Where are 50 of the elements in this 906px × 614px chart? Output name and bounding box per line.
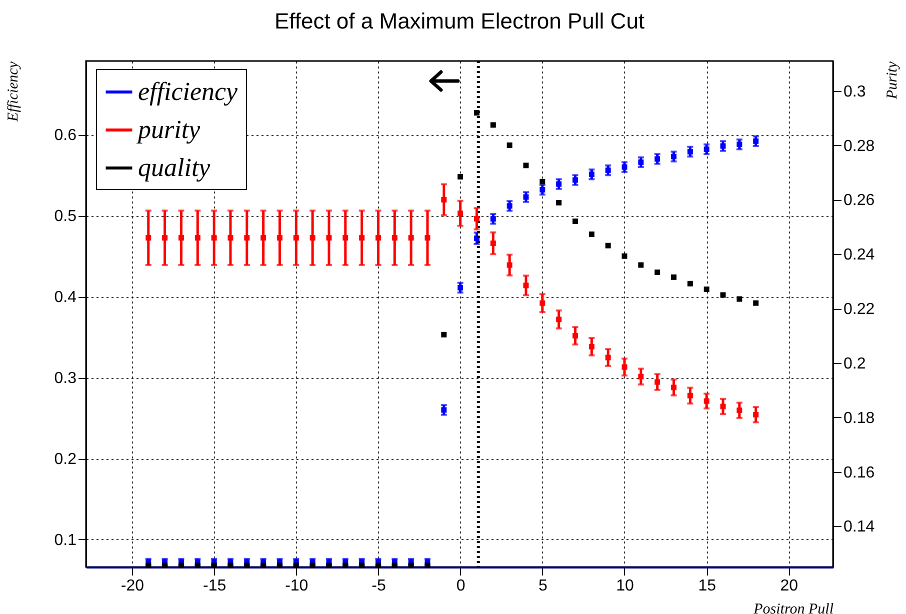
- point: [441, 332, 447, 338]
- point: [588, 232, 594, 237]
- x-tick-label: -20: [120, 578, 144, 594]
- point: [572, 218, 578, 224]
- y-tick-label: 0.4: [54, 289, 77, 306]
- x-axis-title: Positron Pull: [752, 602, 834, 614]
- y2-tick-label: 0.16: [844, 464, 875, 482]
- x-tick-label: -15: [202, 578, 226, 594]
- y-tick-label: 0.5: [54, 208, 77, 226]
- point: [490, 122, 496, 128]
- x-tick-label: 0: [456, 578, 466, 594]
- x-tick-label: -5: [372, 578, 386, 594]
- y-tick-label: 0.1: [54, 532, 77, 549]
- point: [753, 300, 759, 306]
- y2-tick-label: 0.14: [844, 518, 875, 536]
- y2-tick-label: 0.2: [844, 355, 866, 372]
- chart-title: Effect of a Maximum Electron Pull Cut: [274, 8, 645, 34]
- x-tick-label: 15: [698, 578, 716, 594]
- point: [671, 274, 676, 280]
- x-tick-label: -10: [285, 578, 308, 594]
- legend-label: efficiency: [138, 77, 238, 106]
- y2-tick-label: 0.22: [844, 301, 875, 318]
- y2-tick-label: 0.3: [844, 83, 866, 100]
- point: [736, 296, 742, 302]
- point: [523, 162, 529, 168]
- y2-tick-label: 0.26: [844, 192, 875, 210]
- x-tick-label: 5: [538, 578, 548, 594]
- x-tick-label: 20: [780, 578, 798, 594]
- y2-tick-label: 0.24: [844, 246, 875, 264]
- y-axis-title: Efficiency: [6, 61, 22, 122]
- point: [506, 142, 512, 148]
- point: [687, 280, 693, 286]
- point: [638, 262, 644, 268]
- point: [458, 174, 464, 180]
- point: [704, 286, 710, 292]
- x-tick-label: 10: [616, 578, 634, 594]
- point: [540, 178, 546, 184]
- legend-label: quality: [138, 153, 211, 182]
- y2-tick-label: 0.18: [844, 410, 875, 427]
- y-tick-label: 0.3: [54, 370, 77, 388]
- legend-label: purity: [136, 115, 201, 144]
- y2-tick-label: 0.28: [844, 138, 875, 155]
- point: [556, 200, 562, 206]
- point: [720, 292, 726, 298]
- point: [622, 253, 628, 259]
- y2-axis-title: Purity: [884, 61, 900, 100]
- point: [654, 270, 660, 276]
- y-tick-label: 0.2: [54, 451, 77, 468]
- point: [605, 242, 611, 248]
- y-tick-label: 0.6: [54, 127, 77, 144]
